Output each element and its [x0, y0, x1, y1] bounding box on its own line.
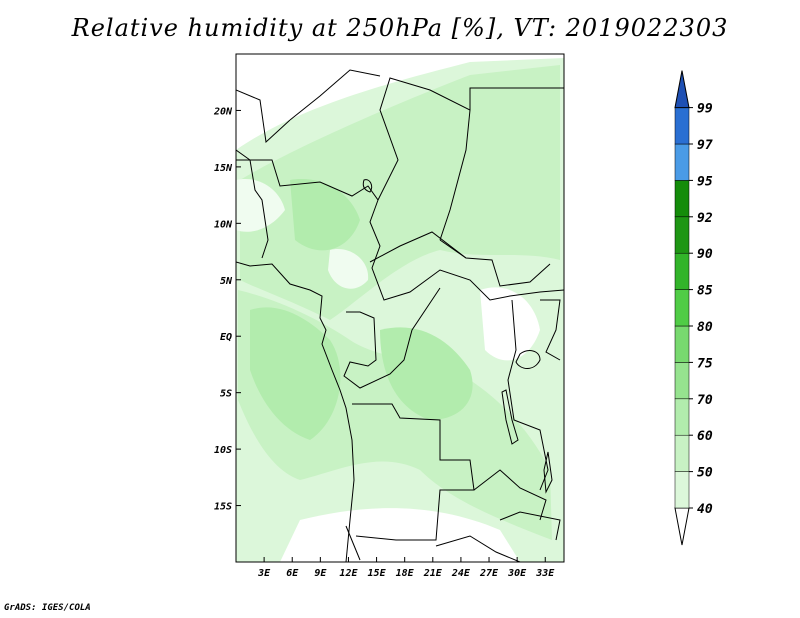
- lake-malawi: [543, 451, 553, 494]
- rh-contour-70-b: [380, 327, 473, 420]
- colorbar-label: 40: [697, 502, 713, 517]
- border-chad: [377, 77, 471, 241]
- border-mozambique: [499, 511, 561, 541]
- x-tick-label: 3E: [257, 568, 271, 579]
- y-tick-label: 5S: [220, 389, 232, 400]
- colorbar-segment: [674, 143, 690, 181]
- lake-tanganyika: [501, 389, 519, 445]
- rh-dry-north: [236, 54, 470, 140]
- colorbar-label: 60: [697, 429, 713, 444]
- x-tick-label: 9E: [314, 568, 327, 579]
- colorbar-bottom-triangle: [674, 507, 690, 546]
- rh-dry-east: [480, 287, 540, 361]
- colorbar-segment: [674, 362, 690, 400]
- coastline-gulf: [236, 149, 269, 259]
- y-tick-label: 20N: [213, 106, 233, 117]
- y-tick-label: 15S: [214, 502, 232, 513]
- colorbar-segment: [674, 107, 690, 145]
- rh-contour-60: [240, 65, 560, 320]
- colorbar-segment: [674, 252, 690, 290]
- x-tick-label: 33E: [535, 568, 555, 579]
- colorbar-label: 75: [697, 356, 713, 371]
- rh-contour-70: [250, 307, 341, 440]
- x-tick-label: 12E: [339, 568, 358, 579]
- rh-contour-70-c: [290, 179, 360, 251]
- border-car: [369, 231, 467, 263]
- y-tick-label: 15N: [214, 163, 233, 174]
- lake-chad: [362, 179, 373, 193]
- lake-victoria: [515, 350, 541, 369]
- x-tick-label: 30E: [507, 568, 527, 579]
- country-borders: [236, 69, 564, 562]
- colorbar-label: 99: [697, 102, 713, 117]
- y-tick-label: 10S: [214, 445, 232, 456]
- rh-dry-nw: [236, 179, 285, 232]
- credit-text: GrADS: IGES/COLA: [4, 603, 91, 613]
- y-tick-label: 5N: [220, 276, 233, 287]
- rh-dry-center: [328, 249, 369, 289]
- colorbar-label: 50: [697, 466, 713, 481]
- x-tick-label: 18E: [396, 568, 415, 579]
- colorbar-segment: [674, 180, 690, 218]
- border-namibia: [345, 525, 361, 561]
- colorbar-segment: [674, 471, 690, 509]
- x-tick-label: 21E: [423, 568, 443, 579]
- colorbar-label: 80: [697, 320, 713, 335]
- border-angola: [352, 403, 475, 541]
- x-axis: 3E 6E 9E 12E 15E 18E 21E 24E 27E 30E 33E: [257, 557, 555, 579]
- border-congo: [343, 287, 441, 389]
- y-axis: 20N 15N 10N 5N EQ 5S 10S 15S: [213, 106, 241, 513]
- y-tick-label: 10N: [214, 219, 233, 230]
- border-libya: [469, 87, 564, 110]
- colorbar-segment: [674, 216, 690, 254]
- colorbar-label: 95: [697, 174, 713, 189]
- colorbar-label: 70: [697, 393, 713, 408]
- border-drc-east: [507, 299, 549, 491]
- border-niger: [289, 69, 381, 121]
- colorbar-top-triangle: [674, 70, 690, 109]
- x-tick-label: 6E: [286, 568, 299, 579]
- colorbar-label: 85: [697, 284, 713, 299]
- border-botswana: [435, 535, 521, 562]
- colorbar-label: 97: [697, 138, 713, 153]
- colorbar-segment: [674, 325, 690, 363]
- x-tick-label: 27E: [479, 568, 499, 579]
- colorbar-label: 90: [697, 247, 713, 262]
- border-algeria: [236, 89, 291, 144]
- colorbar-segment: [674, 398, 690, 436]
- humidity-field: [236, 54, 564, 562]
- y-tick-label: EQ: [220, 332, 232, 343]
- colorbar-segment: [674, 289, 690, 327]
- map-title: Relative humidity at 250hPa [%], VT: 201…: [71, 14, 729, 42]
- colorbar-segment: [674, 434, 690, 472]
- x-tick-label: 24E: [451, 568, 471, 579]
- border-zambia: [473, 469, 547, 521]
- border-tanzania: [540, 299, 561, 361]
- colorbar-label: 92: [697, 211, 713, 226]
- map-frame: [235, 53, 565, 563]
- x-tick-label: 15E: [368, 568, 387, 579]
- border-sahel: [236, 159, 564, 301]
- rh-dry-south: [280, 508, 520, 562]
- coastline-west-africa: [236, 261, 355, 562]
- colorbar: 40 50 60 70 75 80 85 90 92 95 97 99: [674, 70, 713, 546]
